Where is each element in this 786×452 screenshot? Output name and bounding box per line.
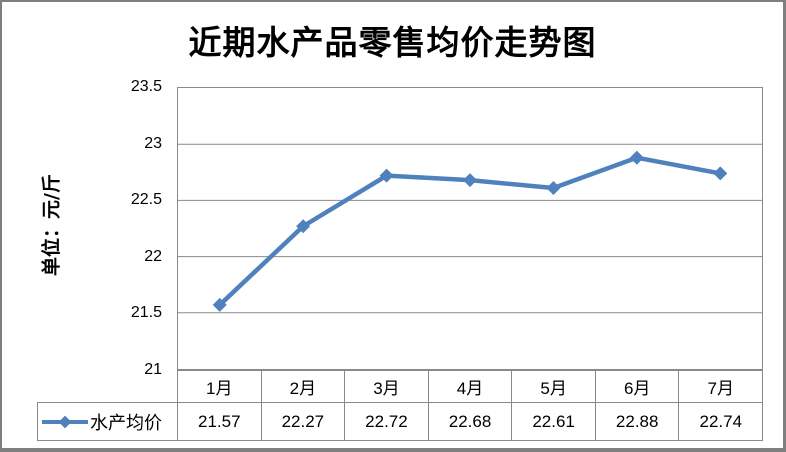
category-cell: 7月 (678, 371, 762, 402)
category-cell: 6月 (594, 371, 679, 402)
plot-area (177, 87, 763, 370)
line-chart-svg (178, 143, 762, 314)
value-cell: 22.61 (511, 403, 595, 440)
data-point-marker (379, 168, 394, 183)
data-point-marker (463, 173, 477, 188)
data-point-marker (713, 166, 728, 181)
y-tick-label: 23.5 (130, 78, 162, 95)
y-tick-label: 23 (144, 135, 162, 152)
series-line-marker-icon (42, 419, 88, 424)
value-cell: 22.74 (678, 403, 762, 440)
data-point-marker (546, 181, 561, 196)
legend-cell: 水产均价 (37, 402, 178, 441)
legend-label: 水产均价 (90, 412, 162, 434)
value-cell: 22.88 (594, 403, 679, 440)
data-point-marker (212, 297, 227, 312)
y-tick-label: 21 (144, 361, 162, 378)
y-tick-label: 22.5 (130, 191, 162, 208)
value-cell: 22.72 (344, 403, 428, 440)
value-cell: 22.27 (260, 403, 345, 440)
value-cell: 22.68 (427, 403, 512, 440)
chart-title: 近期水产品零售均价走势图 (188, 23, 597, 62)
series-value-row: 21.57 22.27 22.72 22.68 22.61 22.88 22.74 (177, 402, 763, 441)
category-header-row: 1月 2月 3月 4月 5月 6月 7月 (177, 370, 763, 403)
category-cell: 1月 (206, 379, 233, 398)
category-cell: 2月 (260, 371, 345, 402)
y-tick-label: 22 (144, 248, 162, 265)
category-cell: 3月 (344, 371, 428, 402)
category-cell: 5月 (511, 371, 595, 402)
y-tick-label: 21.5 (130, 304, 162, 321)
data-point-marker (296, 219, 311, 234)
value-cell: 21.57 (198, 411, 241, 431)
category-cell: 4月 (427, 371, 512, 402)
data-point-marker (629, 150, 644, 165)
